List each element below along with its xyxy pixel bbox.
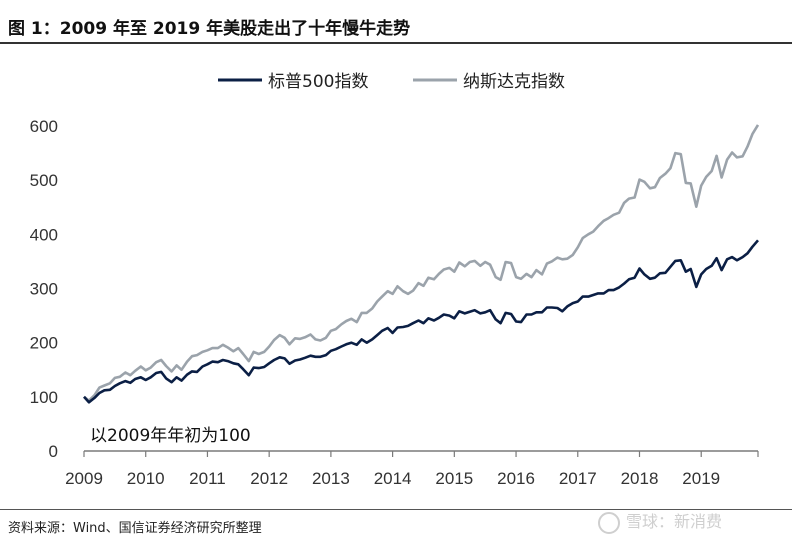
- series-layer: [83, 124, 760, 404]
- y-tick-label: 300: [30, 280, 58, 299]
- x-axis: 2009 2010 2011 2012 2013 2014 2015 2016 2017 2018…: [65, 450, 759, 488]
- x-tick-label: 2018: [621, 469, 659, 488]
- footer-divider: [0, 509, 792, 510]
- y-tick-label: 0: [49, 442, 58, 461]
- y-tick-label: 200: [30, 334, 58, 353]
- series-line-nasdaq: [83, 124, 760, 402]
- series-line-sp500: [83, 239, 759, 404]
- y-tick-label: 400: [30, 225, 58, 244]
- chart-annotation: 以2009年年初为100: [90, 426, 251, 446]
- x-tick-label: 2013: [312, 469, 350, 488]
- y-tick-label: 600: [30, 117, 58, 136]
- legend-label: 标普500指数: [268, 72, 368, 92]
- x-tick-label: 2017: [559, 469, 597, 488]
- x-tick-label: 2011: [189, 469, 226, 488]
- source-note: 资料来源：Wind、国信证券经济研究所整理: [8, 521, 262, 536]
- y-axis: 0 100 200 300 400 500 600: [30, 117, 58, 461]
- globe-icon: [598, 511, 620, 534]
- x-tick-label: 2010: [127, 469, 165, 488]
- watermark: 雪球：新消费: [598, 508, 722, 534]
- x-tick-label: 2016: [497, 469, 535, 488]
- title-divider: [0, 42, 792, 44]
- y-tick-label: 500: [30, 171, 58, 190]
- watermark-text: 雪球：新消费: [626, 512, 723, 531]
- x-tick-label: 2019: [682, 469, 720, 488]
- y-tick-label: 100: [30, 388, 58, 407]
- x-tick-label: 2009: [65, 469, 103, 488]
- x-tick-label: 2012: [250, 469, 288, 488]
- x-tick-label: 2014: [374, 469, 412, 488]
- legend-label: 纳斯达克指数: [463, 72, 565, 92]
- x-tick-label: 2015: [435, 469, 473, 488]
- figure-title: 图 1：2009 年至 2019 年美股走出了十年慢牛走势: [8, 19, 411, 39]
- legend: 标普500指数 纳斯达克指数: [218, 72, 565, 92]
